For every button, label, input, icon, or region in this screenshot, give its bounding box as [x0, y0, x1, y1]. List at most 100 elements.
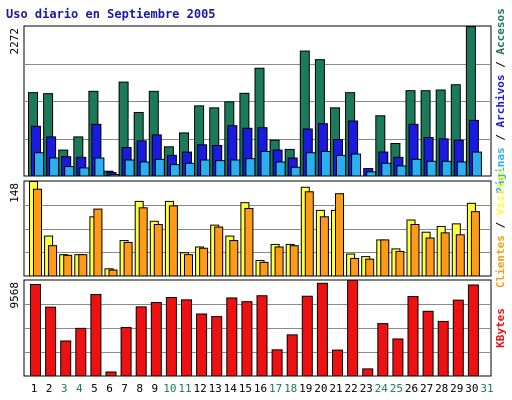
bar-paginas-day-18 — [290, 166, 301, 177]
bar-kbytes-day-15 — [241, 301, 253, 377]
bar-kbytes-day-18 — [286, 334, 298, 377]
day-label-31: 31 — [480, 382, 493, 395]
bar-kbytes-day-12 — [196, 313, 208, 377]
bar-kbytes-day-1 — [30, 283, 41, 377]
day-label-11: 11 — [178, 382, 191, 395]
day-label-10: 10 — [163, 382, 176, 395]
bar-kbytes-day-29 — [452, 299, 464, 377]
bar-paginas-day-16 — [260, 150, 271, 177]
bar-kbytes-day-8 — [135, 306, 147, 377]
bar-clientes-day-19 — [304, 191, 314, 277]
bar-paginas-day-20 — [320, 150, 331, 177]
day-label-9: 9 — [151, 382, 158, 395]
bar-kbytes-day-20 — [316, 282, 328, 377]
bar-clientes-day-23 — [365, 258, 375, 277]
bar-paginas-day-26 — [411, 158, 422, 177]
day-label-7: 7 — [121, 382, 128, 395]
bar-kbytes-day-10 — [165, 297, 177, 377]
bar-kbytes-day-23 — [362, 368, 374, 377]
legend-part-4: / — [494, 55, 507, 75]
bar-paginas-day-15 — [245, 158, 256, 177]
bar-clientes-day-11 — [184, 254, 193, 277]
bar-paginas-day-11 — [185, 162, 195, 177]
day-label-19: 19 — [299, 382, 312, 395]
day-label-16: 16 — [254, 382, 267, 395]
day-label-17: 17 — [269, 382, 282, 395]
bar-clientes-day-5 — [93, 208, 103, 277]
bar-kbytes-day-24 — [377, 323, 389, 377]
bar-paginas-day-7 — [124, 159, 135, 177]
bar-clientes-day-13 — [214, 226, 224, 277]
legend-part-3: Visitas — [494, 169, 507, 215]
panel-3-ymax-label: 9568 — [8, 282, 21, 309]
bar-clientes-day-4 — [78, 254, 88, 277]
bar-clientes-day-21 — [335, 193, 344, 277]
panel-2-legend: Clientes / Visitas — [494, 169, 507, 288]
day-label-2: 2 — [46, 382, 53, 395]
bar-paginas-day-5 — [94, 157, 105, 177]
bar-paginas-day-1 — [34, 152, 44, 177]
bar-paginas-day-3 — [64, 166, 75, 177]
bar-kbytes-day-11 — [181, 299, 192, 377]
bar-paginas-day-10 — [169, 164, 180, 177]
bar-kbytes-day-22 — [347, 279, 359, 377]
legend-part-5: Accesos — [494, 8, 507, 54]
bar-clientes-day-8 — [138, 207, 148, 277]
bar-paginas-day-29 — [456, 161, 467, 177]
panel-3-legend: KBytes — [494, 308, 507, 348]
bar-kbytes-day-14 — [226, 297, 238, 377]
bar-paginas-day-8 — [139, 161, 150, 177]
bar-clientes-day-17 — [274, 246, 284, 277]
bar-clientes-day-18 — [289, 245, 299, 277]
bar-kbytes-day-13 — [211, 316, 223, 377]
bar-clientes-day-1 — [33, 188, 42, 277]
bar-kbytes-day-16 — [256, 295, 268, 377]
bar-paginas-day-30 — [471, 151, 482, 177]
day-label-27: 27 — [420, 382, 433, 395]
bar-clientes-day-15 — [244, 207, 254, 277]
day-label-14: 14 — [224, 382, 238, 395]
bar-clientes-day-9 — [153, 224, 163, 277]
bar-clientes-day-27 — [425, 237, 435, 277]
bar-paginas-day-14 — [230, 159, 241, 177]
bar-kbytes-day-19 — [301, 295, 313, 377]
bar-paginas-day-24 — [381, 162, 392, 177]
bar-kbytes-day-3 — [60, 340, 72, 377]
legend-part-2: / — [494, 215, 507, 235]
bar-kbytes-day-30 — [467, 284, 479, 377]
bar-clientes-day-29 — [455, 234, 465, 277]
day-label-30: 30 — [465, 382, 478, 395]
day-label-25: 25 — [390, 382, 403, 395]
legend-part-1: KBytes — [494, 308, 507, 348]
bar-kbytes-day-28 — [437, 320, 449, 377]
bar-paginas-day-13 — [215, 160, 226, 177]
bar-paginas-day-23 — [366, 171, 377, 177]
day-label-29: 29 — [450, 382, 463, 395]
bar-clientes-day-6 — [108, 269, 118, 277]
bar-clientes-day-2 — [48, 245, 58, 277]
bar-kbytes-day-9 — [150, 302, 162, 377]
legend-part-3: Archivos — [494, 75, 507, 128]
day-label-26: 26 — [405, 382, 418, 395]
bar-clientes-day-3 — [63, 254, 73, 277]
day-label-23: 23 — [360, 382, 373, 395]
bar-paginas-day-27 — [426, 160, 437, 177]
bar-clientes-day-26 — [410, 224, 420, 277]
bar-clientes-day-25 — [395, 250, 405, 277]
day-label-3: 3 — [61, 382, 68, 395]
day-label-6: 6 — [106, 382, 113, 395]
day-label-24: 24 — [375, 382, 389, 395]
day-label-20: 20 — [314, 382, 327, 395]
bar-clientes-day-30 — [470, 211, 480, 277]
bar-paginas-day-17 — [275, 161, 286, 177]
bar-clientes-day-22 — [350, 258, 360, 277]
bar-paginas-day-19 — [305, 152, 316, 177]
chart-title: Uso diario en Septiembre 2005 — [6, 7, 216, 21]
day-label-22: 22 — [344, 382, 357, 395]
bar-clientes-day-14 — [229, 240, 239, 277]
legend-part-2: / — [494, 127, 507, 147]
bar-clientes-day-7 — [123, 241, 133, 277]
day-label-4: 4 — [76, 382, 83, 395]
day-label-1: 1 — [31, 382, 38, 395]
